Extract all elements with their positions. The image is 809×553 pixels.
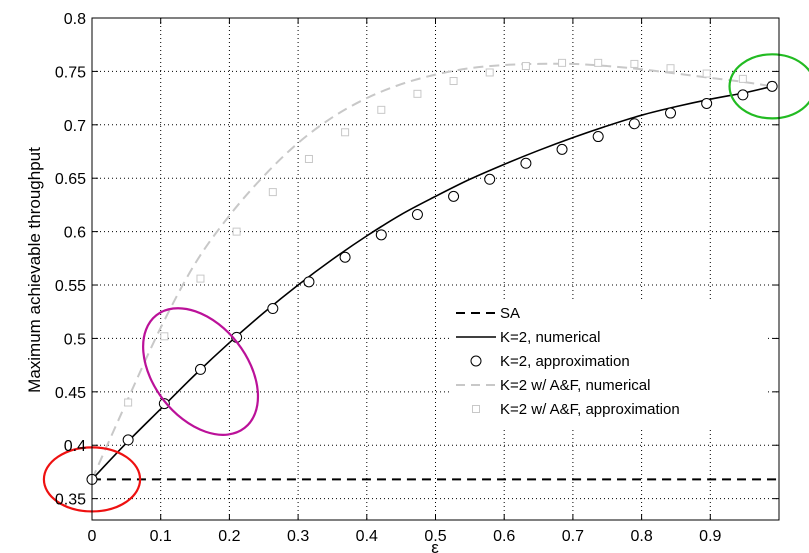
x-tick-label: 0.1 <box>150 528 172 545</box>
data-point <box>449 77 458 86</box>
x-tick-label: 0.4 <box>356 528 378 545</box>
data-point <box>339 251 351 263</box>
data-point <box>701 97 713 109</box>
legend-entry: K=2, approximation <box>470 353 630 370</box>
data-point <box>766 80 778 92</box>
data-point <box>375 229 387 241</box>
data-point <box>520 157 532 169</box>
ticks: 0 0.1 0.2 0.3 0.4 0.5 0.6 0.7 0.8 0.9 0.35 0.4 0.45 0… <box>55 11 779 545</box>
x-tick-label: 0 <box>88 528 97 545</box>
data-point <box>628 118 640 130</box>
y-tick-label: 0.8 <box>64 11 86 28</box>
plot-background <box>92 18 779 520</box>
data-point <box>194 363 206 375</box>
data-point <box>411 209 423 221</box>
data-point <box>594 58 603 67</box>
y-tick-label: 0.7 <box>64 118 86 135</box>
data-point <box>630 59 639 68</box>
series-k-2-approximation <box>86 80 778 485</box>
legend-background <box>450 301 766 427</box>
y-tick-label: 0.55 <box>55 278 86 295</box>
data-point <box>592 131 604 143</box>
data-point <box>556 143 568 155</box>
series-k-2-numerical <box>91 85 773 480</box>
data-point <box>738 74 747 83</box>
data-point <box>304 154 313 163</box>
x-tick-label: 0.3 <box>287 528 309 545</box>
x-tick-label: 0.6 <box>493 528 515 545</box>
x-tick-label: 0.7 <box>562 528 584 545</box>
legend-entry: K=2 w/ A&F, numerical <box>456 377 650 394</box>
x-tick-label: 0.2 <box>218 528 240 545</box>
data-point <box>341 128 350 137</box>
data-point <box>377 105 386 114</box>
legend-label: SA <box>500 305 520 322</box>
data-point <box>303 276 315 288</box>
data-point <box>484 173 496 185</box>
data-point <box>737 89 749 101</box>
endpoint-highlight-ellipse <box>728 53 809 120</box>
y-tick-label: 0.4 <box>64 438 86 455</box>
x-tick-label: 0.8 <box>630 528 652 545</box>
data-point <box>124 398 133 407</box>
legend-entry: K=2, numerical <box>456 329 600 346</box>
legend-label: K=2 w/ A&F, approximation <box>500 401 680 418</box>
data-point <box>268 188 277 197</box>
legend-entry: K=2 w/ A&F, approximation <box>472 401 680 418</box>
x-tick-label: 0.9 <box>699 528 721 545</box>
y-tick-label: 0.75 <box>55 64 86 81</box>
data-point <box>485 68 494 77</box>
series-line <box>91 85 773 480</box>
legend-label: K=2, approximation <box>500 353 630 370</box>
y-tick-label: 0.45 <box>55 385 86 402</box>
y-axis-label: Maximum achievable throughput <box>25 147 44 393</box>
data-point <box>413 89 422 98</box>
x-tick-label: 0.5 <box>424 528 446 545</box>
data-point <box>665 107 677 119</box>
data-point <box>448 190 460 202</box>
data-point <box>122 434 134 446</box>
legend-label: K=2 w/ A&F, numerical <box>500 377 650 394</box>
data-point <box>232 227 241 236</box>
y-tick-label: 0.65 <box>55 171 86 188</box>
y-tick-label: 0.35 <box>55 492 86 509</box>
x-axis-label: ε <box>431 538 439 553</box>
data-point <box>666 64 675 73</box>
legend-entry: SA <box>456 305 520 322</box>
mid-range-highlight-ellipse <box>142 307 260 436</box>
data-point <box>702 69 711 78</box>
data-point <box>267 303 279 315</box>
data-point <box>160 332 169 341</box>
series-k-2-w-a-f-numerical <box>91 62 773 480</box>
legend-swatch <box>470 355 482 367</box>
series-line <box>91 62 773 480</box>
y-tick-label: 0.6 <box>64 225 86 242</box>
data-point <box>521 62 530 71</box>
data-point <box>196 274 205 283</box>
legend-label: K=2, numerical <box>500 329 600 346</box>
legend: SA K=2, numerical K=2, approximation K=2 w/… <box>450 301 766 427</box>
legend-swatch <box>472 405 480 413</box>
y-tick-label: 0.5 <box>64 331 86 348</box>
data-point <box>158 398 170 410</box>
data-point <box>558 58 567 67</box>
